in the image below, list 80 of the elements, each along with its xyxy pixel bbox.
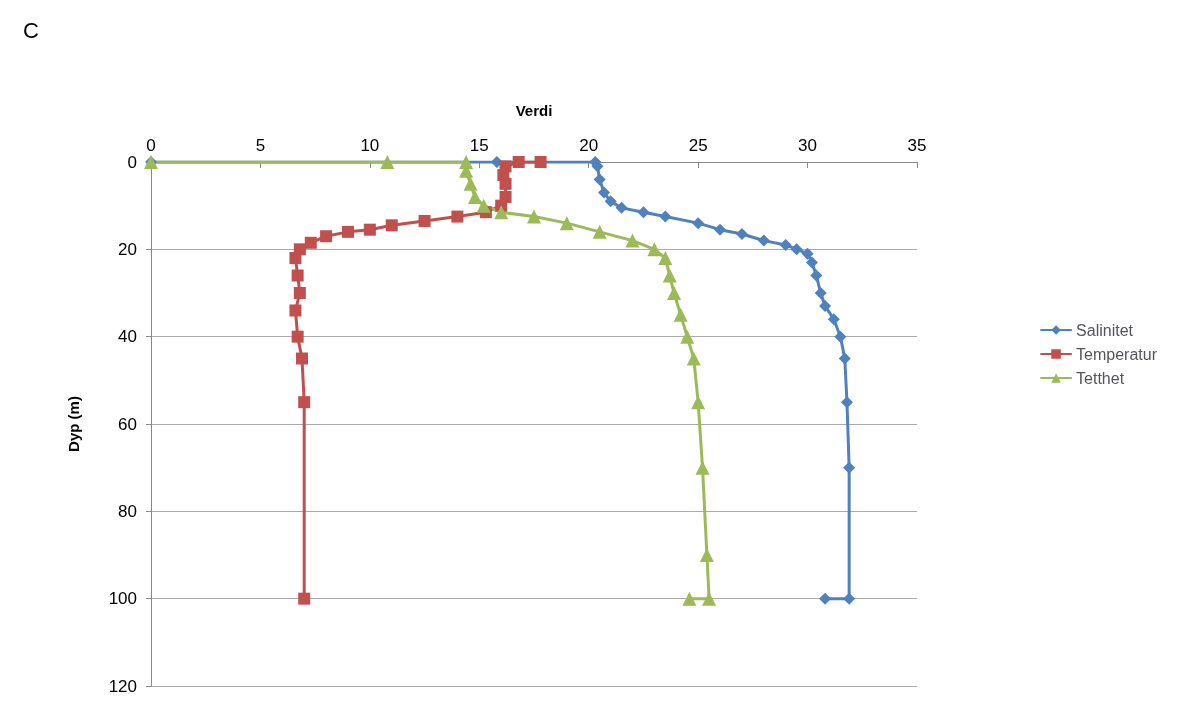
point — [451, 210, 464, 223]
point — [805, 256, 818, 269]
point — [814, 287, 827, 299]
y-tick-label: 60 — [118, 414, 137, 434]
point — [790, 243, 803, 256]
point — [298, 592, 311, 605]
legend-label: Temperatur — [1076, 345, 1158, 363]
point — [695, 460, 710, 475]
point — [637, 206, 650, 219]
point — [801, 247, 814, 260]
point — [615, 201, 628, 214]
point — [534, 156, 547, 168]
point — [819, 300, 832, 313]
chart-title: C — [23, 17, 39, 43]
point — [320, 230, 333, 243]
point — [659, 210, 672, 223]
point — [682, 591, 697, 606]
x-tick-label: 10 — [360, 136, 380, 155]
point — [298, 396, 311, 409]
point — [658, 251, 673, 266]
point — [843, 461, 856, 474]
point — [686, 351, 701, 366]
point — [735, 228, 748, 241]
point — [380, 155, 395, 169]
point — [467, 189, 482, 204]
y-axis-title: Dyp (m) — [65, 396, 82, 452]
point — [779, 238, 792, 251]
point — [691, 395, 706, 410]
point — [667, 286, 682, 300]
y-tick-label: 20 — [118, 239, 137, 259]
point — [296, 352, 309, 365]
x-tick-label: 30 — [798, 136, 818, 155]
point — [647, 242, 662, 257]
y-tick-label: 120 — [108, 676, 137, 696]
point — [499, 177, 512, 190]
point — [598, 186, 611, 199]
x-axis-title: Verdi — [515, 102, 553, 119]
point — [385, 219, 398, 232]
point — [291, 269, 304, 282]
point — [512, 156, 525, 168]
point — [293, 287, 306, 299]
point — [559, 216, 574, 231]
point — [604, 195, 617, 208]
point — [838, 352, 851, 365]
y-tick-label: 100 — [108, 589, 137, 609]
point — [673, 307, 688, 322]
point — [341, 225, 354, 238]
y-tick-label: 40 — [118, 327, 137, 347]
point — [692, 217, 705, 230]
legend-label: Salinitet — [1076, 321, 1134, 339]
point — [289, 304, 302, 317]
point — [699, 548, 714, 562]
point — [810, 269, 823, 282]
x-tick-label: 5 — [255, 136, 266, 155]
point — [476, 198, 491, 213]
point — [304, 236, 317, 249]
point — [827, 313, 840, 326]
y-tick-label: 80 — [118, 501, 137, 521]
point — [527, 209, 541, 224]
point — [834, 330, 847, 343]
x-tick-label: 20 — [579, 136, 599, 155]
x-tick-label: 35 — [907, 136, 927, 155]
point — [363, 223, 376, 236]
x-tick-label: 0 — [146, 136, 156, 155]
point — [418, 214, 431, 227]
y-tick-label: 0 — [127, 152, 137, 172]
point — [289, 252, 302, 265]
point — [680, 329, 695, 344]
x-tick-label: 15 — [469, 136, 489, 155]
point — [593, 173, 606, 186]
point — [592, 224, 607, 239]
point — [625, 233, 640, 248]
point — [662, 268, 677, 283]
point — [757, 234, 770, 247]
point — [494, 205, 509, 220]
legend-label: Tetthet — [1076, 369, 1125, 387]
point — [463, 176, 478, 191]
x-tick-label: 25 — [688, 136, 708, 155]
point — [291, 330, 304, 343]
point — [714, 223, 727, 236]
